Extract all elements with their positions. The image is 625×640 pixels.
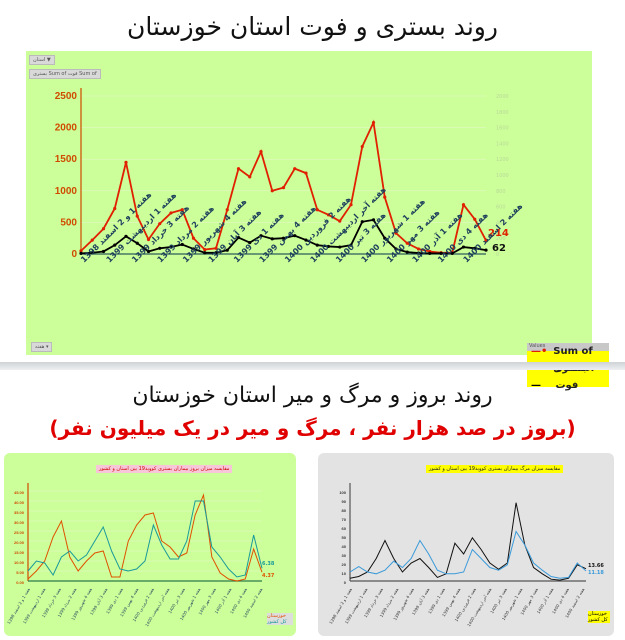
svg-text:1200: 1200 [496, 157, 509, 163]
values-field-chip[interactable]: Sum of فوت Sum of بستری [29, 69, 101, 79]
svg-text:13.66: 13.66 [588, 563, 604, 569]
incidence-chart-panel: 0.00 5.00 10.00 15.00 20.00 25.00 30.00 35.00 40… [4, 453, 296, 636]
bottom-section-subtitle: (بروز در صد هزار نفر ، مرگ و میر در یک م… [49, 416, 576, 440]
svg-text:15.00: 15.00 [14, 550, 25, 555]
svg-text:0: 0 [344, 580, 347, 585]
svg-text:20: 20 [342, 562, 347, 567]
svg-text:214: 214 [488, 228, 509, 239]
svg-text:6.38: 6.38 [262, 561, 275, 567]
section-divider [0, 362, 625, 370]
svg-text:20.00: 20.00 [14, 540, 25, 545]
top-line-chart: 0 500 1000 1500 2000 2500 0 200 400 600 800 1000 120… [55, 88, 525, 264]
svg-text:30: 30 [342, 553, 347, 558]
svg-text:500: 500 [60, 217, 77, 228]
svg-text:1500: 1500 [55, 154, 78, 165]
svg-text:25.00: 25.00 [14, 530, 25, 535]
svg-text:2000: 2000 [55, 123, 78, 134]
svg-text:1600: 1600 [496, 126, 509, 132]
top-chart-panel: استان ▼ Sum of فوت Sum of بستری هفته ▾ 0… [26, 51, 609, 391]
mortality-chart-panel: 0 10 20 30 40 50 60 70 80 90 100 13.66 11.18 هفته 1 و… [318, 453, 614, 636]
svg-text:40.00: 40.00 [14, 500, 25, 505]
svg-text:1000: 1000 [55, 186, 78, 197]
top-chart-title: روند بستری و فوت استان خوزستان [127, 12, 498, 41]
svg-text:5.00: 5.00 [16, 570, 25, 575]
svg-text:30.00: 30.00 [14, 520, 25, 525]
svg-text:10.00: 10.00 [14, 560, 25, 565]
incidence-chart-title: مقایسه میزان بروز بیماران بستری کووید19 … [96, 465, 233, 473]
svg-text:11.18: 11.18 [588, 570, 604, 576]
legend-header: Values [527, 343, 609, 351]
svg-text:2500: 2500 [55, 91, 78, 102]
svg-text:0: 0 [496, 252, 499, 258]
svg-text:40: 40 [342, 544, 347, 549]
svg-text:80: 80 [342, 508, 347, 513]
svg-text:60: 60 [342, 526, 347, 531]
mortality-legend: خوزستان کل کشور [588, 611, 610, 623]
week-axis-chip[interactable]: هفته ▾ [31, 342, 53, 352]
province-filter-chip[interactable]: استان ▼ [29, 55, 55, 65]
svg-text:1800: 1800 [496, 110, 509, 116]
svg-text:600: 600 [496, 205, 506, 211]
svg-text:200: 200 [496, 236, 506, 242]
svg-text:2000: 2000 [496, 94, 509, 100]
svg-text:90: 90 [342, 499, 347, 504]
svg-text:50: 50 [342, 535, 347, 540]
svg-text:800: 800 [496, 189, 506, 195]
svg-text:4.37: 4.37 [262, 573, 275, 579]
svg-text:400: 400 [496, 220, 506, 226]
mortality-chart-title: مقایسه میزان مرگ بیماران بستری کووید19 ب… [426, 465, 564, 473]
svg-text:35.00: 35.00 [14, 510, 25, 515]
svg-text:10: 10 [342, 571, 347, 576]
svg-text:100: 100 [339, 490, 346, 495]
svg-text:0.00: 0.00 [16, 580, 25, 585]
svg-text:0: 0 [71, 249, 77, 260]
svg-text:62: 62 [492, 243, 506, 254]
svg-text:45.00: 45.00 [14, 490, 25, 495]
incidence-legend: خوزستان کل کشور [267, 613, 293, 625]
incidence-line-chart: 0.00 5.00 10.00 15.00 20.00 25.00 30.00 35.00 40… [6, 483, 275, 627]
svg-text:1000: 1000 [496, 173, 509, 179]
svg-text:1400: 1400 [496, 141, 509, 147]
bottom-section-title: روند بروز و مرگ و میر استان خوزستان [132, 383, 493, 408]
svg-text:70: 70 [342, 517, 347, 522]
